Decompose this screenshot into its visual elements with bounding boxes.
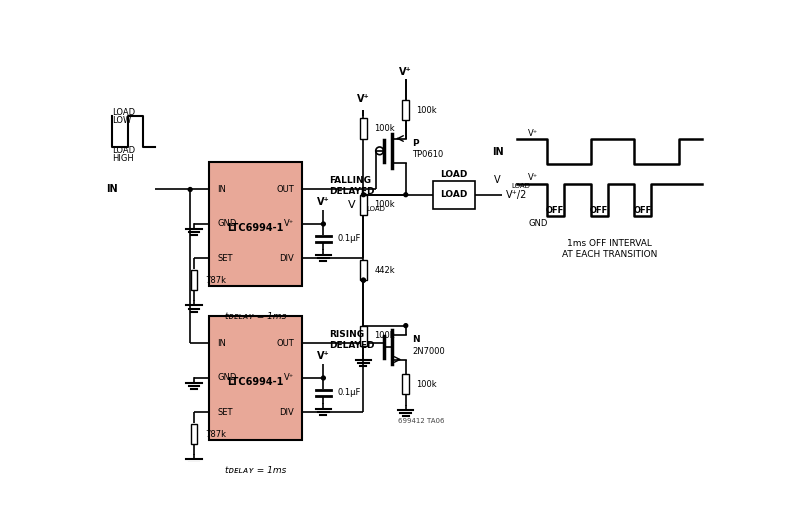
Text: V⁺: V⁺ bbox=[357, 94, 370, 104]
Circle shape bbox=[362, 278, 365, 282]
Text: OFF: OFF bbox=[634, 206, 652, 215]
Text: DIV: DIV bbox=[280, 254, 294, 263]
Text: GND: GND bbox=[217, 220, 237, 228]
Text: V⁺: V⁺ bbox=[528, 173, 539, 182]
Text: LOAD: LOAD bbox=[440, 190, 468, 199]
Text: LOW: LOW bbox=[112, 116, 132, 125]
Bar bbox=[360, 325, 367, 346]
Text: 787k: 787k bbox=[205, 430, 226, 439]
Text: IN: IN bbox=[217, 185, 226, 194]
Bar bbox=[360, 260, 367, 280]
Bar bbox=[190, 424, 198, 444]
Circle shape bbox=[188, 187, 192, 192]
Text: tᴅᴇʟᴀʏ = 1ms: tᴅᴇʟᴀʏ = 1ms bbox=[225, 312, 286, 321]
Bar bbox=[402, 374, 409, 394]
Circle shape bbox=[321, 222, 325, 226]
Text: OFF: OFF bbox=[590, 206, 608, 215]
Text: OFF: OFF bbox=[546, 206, 564, 215]
Text: V⁺: V⁺ bbox=[528, 129, 539, 138]
Text: HIGH: HIGH bbox=[112, 154, 134, 163]
Text: 100k: 100k bbox=[417, 105, 438, 115]
Text: 0.1μF: 0.1μF bbox=[337, 388, 360, 397]
Text: V⁺: V⁺ bbox=[399, 67, 412, 77]
Text: IN: IN bbox=[106, 184, 118, 195]
Bar bbox=[433, 181, 475, 209]
Text: LOAD: LOAD bbox=[440, 170, 468, 179]
Bar bbox=[402, 100, 409, 120]
Text: tᴅᴇʟᴀʏ = 1ms: tᴅᴇʟᴀʏ = 1ms bbox=[225, 466, 286, 475]
Text: 100k: 100k bbox=[375, 124, 395, 133]
Text: LOAD: LOAD bbox=[367, 206, 386, 212]
Circle shape bbox=[362, 193, 365, 197]
Bar bbox=[360, 195, 367, 215]
Text: SET: SET bbox=[217, 408, 233, 417]
Text: V⁺: V⁺ bbox=[317, 351, 330, 361]
Text: N: N bbox=[412, 335, 419, 344]
Text: 100k: 100k bbox=[375, 200, 395, 209]
Text: V⁺: V⁺ bbox=[317, 197, 330, 208]
Text: V: V bbox=[494, 175, 501, 185]
Text: 699412 TA06: 699412 TA06 bbox=[398, 418, 445, 424]
Text: AT EACH TRANSITION: AT EACH TRANSITION bbox=[562, 250, 658, 260]
Text: TP0610: TP0610 bbox=[412, 150, 443, 159]
Bar bbox=[360, 118, 367, 139]
Circle shape bbox=[362, 278, 365, 282]
Text: V⁺/2: V⁺/2 bbox=[506, 190, 528, 200]
Text: LOAD: LOAD bbox=[112, 146, 135, 155]
Text: V⁺: V⁺ bbox=[284, 220, 294, 228]
Text: IN: IN bbox=[492, 146, 504, 157]
Text: 0.1μF: 0.1μF bbox=[337, 234, 360, 243]
Text: 787k: 787k bbox=[205, 276, 226, 284]
Text: 100k: 100k bbox=[417, 379, 438, 389]
Text: OUT: OUT bbox=[277, 339, 294, 348]
Text: P: P bbox=[412, 139, 418, 147]
Circle shape bbox=[321, 376, 325, 380]
Text: SET: SET bbox=[217, 254, 233, 263]
Text: LTC6994-1: LTC6994-1 bbox=[227, 223, 284, 233]
Circle shape bbox=[404, 324, 408, 327]
Bar bbox=[210, 162, 302, 285]
Bar bbox=[210, 317, 302, 440]
Text: 2N7000: 2N7000 bbox=[412, 347, 445, 356]
Text: V⁺: V⁺ bbox=[284, 374, 294, 383]
Text: LOAD: LOAD bbox=[511, 183, 530, 189]
Text: FALLING: FALLING bbox=[329, 176, 371, 185]
Text: LOAD: LOAD bbox=[112, 108, 135, 117]
Text: OUT: OUT bbox=[277, 185, 294, 194]
Text: DIV: DIV bbox=[280, 408, 294, 417]
Circle shape bbox=[404, 193, 408, 197]
Text: V: V bbox=[348, 200, 355, 211]
Text: 1ms OFF INTERVAL: 1ms OFF INTERVAL bbox=[567, 239, 652, 248]
Text: 100k: 100k bbox=[375, 331, 395, 340]
Text: DELAYED: DELAYED bbox=[329, 186, 375, 196]
Text: GND: GND bbox=[217, 374, 237, 383]
Text: 442k: 442k bbox=[375, 266, 395, 275]
Text: IN: IN bbox=[217, 339, 226, 348]
Text: DELAYED: DELAYED bbox=[329, 340, 375, 349]
Text: RISING: RISING bbox=[329, 330, 364, 339]
Text: LTC6994-1: LTC6994-1 bbox=[227, 377, 284, 387]
Bar bbox=[190, 270, 198, 290]
Text: GND: GND bbox=[528, 220, 548, 228]
